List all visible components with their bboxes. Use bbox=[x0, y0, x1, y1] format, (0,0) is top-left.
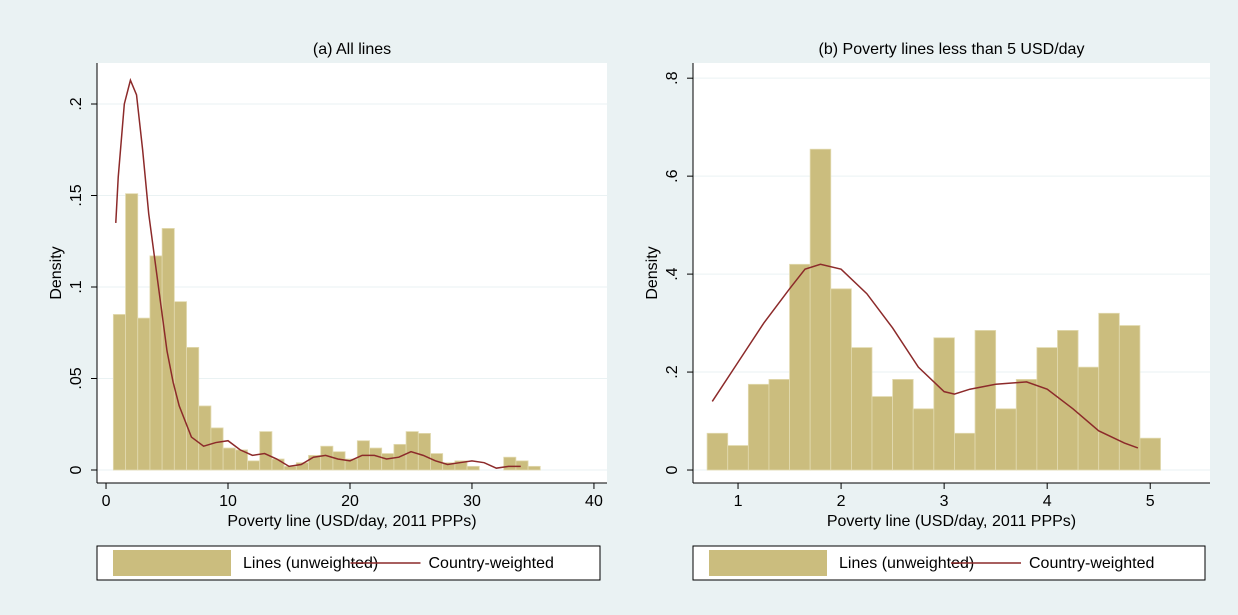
bar bbox=[332, 451, 346, 471]
bar bbox=[149, 255, 163, 471]
chart-title: (a) All lines bbox=[313, 41, 391, 58]
bar bbox=[850, 347, 873, 471]
bar bbox=[222, 447, 236, 471]
x-tick-label: 30 bbox=[463, 493, 481, 510]
bar bbox=[1098, 312, 1120, 471]
bar bbox=[210, 427, 224, 471]
bar bbox=[1077, 366, 1100, 471]
bar bbox=[186, 346, 200, 471]
bar bbox=[527, 465, 541, 471]
x-tick-label: 1 bbox=[734, 493, 743, 510]
y-tick-label: .15 bbox=[68, 184, 85, 206]
y-tick-label: .1 bbox=[68, 280, 85, 293]
x-axis-label: Poverty line (USD/day, 2011 PPPs) bbox=[227, 513, 476, 530]
x-tick-label: 4 bbox=[1043, 493, 1052, 510]
bar bbox=[892, 379, 914, 471]
bar bbox=[320, 445, 334, 471]
bar bbox=[789, 263, 811, 471]
bar bbox=[830, 288, 852, 471]
x-tick-label: 2 bbox=[837, 493, 846, 510]
bar bbox=[454, 460, 468, 471]
bar bbox=[974, 330, 997, 471]
bar bbox=[381, 453, 395, 471]
y-tick-label: .8 bbox=[664, 71, 681, 84]
bar bbox=[768, 379, 790, 471]
bar bbox=[247, 460, 261, 471]
bar bbox=[995, 408, 1017, 471]
x-tick-label: 10 bbox=[219, 493, 237, 510]
y-tick-label: .05 bbox=[68, 367, 85, 389]
y-axis-label: Density bbox=[48, 246, 65, 299]
bar bbox=[198, 405, 212, 471]
x-tick-label: 20 bbox=[341, 493, 359, 510]
bar bbox=[1139, 437, 1161, 471]
bar bbox=[503, 456, 517, 471]
bar bbox=[271, 458, 285, 471]
bar bbox=[871, 396, 894, 471]
bar bbox=[125, 193, 139, 471]
bar bbox=[1036, 347, 1058, 471]
y-tick-label: .2 bbox=[664, 365, 681, 378]
bar bbox=[161, 228, 175, 471]
chart-title: (b) Poverty lines less than 5 USD/day bbox=[819, 41, 1085, 58]
x-tick-label: 40 bbox=[585, 493, 603, 510]
y-axis-label: Density bbox=[644, 246, 661, 299]
x-axis-label: Poverty line (USD/day, 2011 PPPs) bbox=[827, 513, 1076, 530]
y-tick-label: .2 bbox=[68, 97, 85, 110]
bar bbox=[727, 445, 749, 471]
bar bbox=[706, 432, 729, 471]
bar bbox=[933, 337, 955, 471]
bar bbox=[369, 447, 383, 471]
y-tick-label: 0 bbox=[664, 465, 681, 474]
bar bbox=[809, 148, 832, 471]
bar bbox=[466, 465, 480, 471]
bar bbox=[954, 432, 976, 471]
legend-swatch bbox=[113, 550, 231, 576]
x-tick-label: 0 bbox=[102, 493, 111, 510]
bar bbox=[1015, 379, 1038, 471]
density-line bbox=[711, 263, 1139, 449]
y-tick-label: .4 bbox=[664, 267, 681, 280]
bar bbox=[137, 317, 151, 471]
density-line bbox=[115, 77, 521, 469]
bar bbox=[173, 301, 187, 471]
bar bbox=[515, 460, 529, 471]
x-tick-label: 3 bbox=[940, 493, 949, 510]
bar bbox=[259, 431, 273, 471]
x-tick-label: 5 bbox=[1146, 493, 1155, 510]
bar bbox=[747, 383, 770, 471]
legend-label: Country-weighted bbox=[429, 555, 554, 572]
legend-label: Lines (unweighted) bbox=[839, 555, 974, 572]
bar bbox=[1118, 325, 1141, 471]
legend-swatch bbox=[709, 550, 827, 576]
legend-label: Country-weighted bbox=[1029, 555, 1154, 572]
y-tick-label: .6 bbox=[664, 169, 681, 182]
bar bbox=[112, 314, 126, 471]
bar bbox=[405, 431, 419, 471]
legend-label: Lines (unweighted) bbox=[243, 555, 378, 572]
bar bbox=[912, 408, 935, 471]
y-tick-label: 0 bbox=[68, 465, 85, 474]
bar bbox=[417, 433, 431, 471]
